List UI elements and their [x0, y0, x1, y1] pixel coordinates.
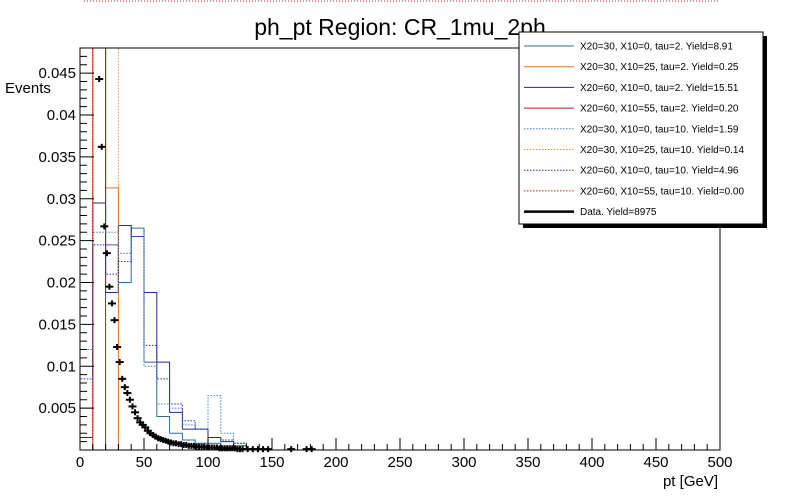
histogram-series-7 [79, 235, 247, 450]
data-point [118, 375, 127, 382]
legend-entry: Data. Yield=8975 [524, 207, 657, 218]
legend-label: X20=30, X10=25, tau=10. Yield=0.14 [580, 145, 744, 156]
legend-label: X20=60, X10=55, tau=10. Yield=0.00 [580, 186, 744, 197]
y-tick-label: 0.035 [38, 149, 76, 166]
legend-label: X20=30, X10=25, tau=2. Yield=0.25 [580, 62, 739, 73]
x-tick-label: 50 [136, 454, 153, 471]
data-point [110, 317, 119, 324]
y-axis-label: Events [5, 80, 51, 97]
data-point [287, 446, 296, 453]
chart-title: ph_pt Region: CR_1mu_2ph [254, 14, 546, 40]
data-point [128, 403, 137, 410]
axes-layer: 0 50 100 150 200 250 300 350 400 450 500 0.005 0.01 0… [38, 55, 733, 471]
data-point [264, 446, 273, 453]
legend-entry: X20=30, X10=25, tau=2. Yield=0.25 [524, 62, 739, 73]
data-point [102, 250, 111, 257]
y-tick-label: 0.03 [47, 191, 76, 208]
histogram-series-1 [79, 47, 235, 450]
x-tick-label: 200 [323, 454, 348, 471]
data-point [307, 446, 316, 453]
y-tick-label: 0.04 [47, 107, 76, 124]
y-tick-label: 0.01 [47, 358, 76, 375]
legend-label: Data. Yield=8975 [580, 207, 657, 218]
y-tick-label: 0.005 [38, 400, 76, 417]
legend: X20=30, X10=0, tau=2. Yield=8.91 X20=30, … [518, 31, 767, 228]
data-point [97, 143, 106, 150]
data-point [115, 359, 124, 366]
legend-entry: X20=60, X10=0, tau=2. Yield=15.51 [524, 83, 739, 94]
x-tick-label: 150 [259, 454, 284, 471]
legend-entry: X20=30, X10=25, tau=10. Yield=0.14 [524, 145, 744, 156]
data-point [113, 343, 122, 350]
data-point [108, 300, 116, 307]
x-tick-label: 250 [387, 454, 412, 471]
data-point [95, 75, 104, 82]
x-tick-label: 0 [76, 454, 84, 471]
data-point [131, 409, 140, 416]
data-point [105, 283, 114, 290]
data-point [141, 424, 150, 431]
x-tick-label: 350 [515, 454, 540, 471]
data-point [133, 415, 142, 422]
data-point [125, 396, 134, 403]
data-point [120, 384, 129, 391]
x-tick-label: 400 [579, 454, 604, 471]
legend-label: X20=30, X10=0, tau=2. Yield=8.91 [580, 42, 733, 53]
legend-label: X20=60, X10=0, tau=10. Yield=4.96 [580, 166, 739, 177]
legend-entry: X20=60, X10=55, tau=2. Yield=0.20 [524, 104, 739, 115]
x-tick-label: 300 [451, 454, 476, 471]
histogram-series-layer [79, 47, 247, 451]
legend-entry: X20=30, X10=0, tau=10. Yield=1.59 [524, 124, 739, 135]
data-point [123, 390, 132, 397]
x-tick-label: 500 [707, 454, 732, 471]
data-points-layer [95, 75, 316, 453]
histogram-series-3 [79, 202, 247, 450]
legend-entries: X20=30, X10=0, tau=2. Yield=8.91 X20=30, … [524, 42, 744, 218]
legend-label: X20=60, X10=55, tau=2. Yield=0.20 [580, 104, 739, 115]
legend-box [518, 31, 764, 225]
legend-entry: X20=60, X10=0, tau=10. Yield=4.96 [524, 166, 739, 177]
legend-entry: X20=30, X10=0, tau=2. Yield=8.91 [524, 42, 733, 53]
y-tick-label: 0.025 [38, 233, 76, 250]
legend-label: X20=30, X10=0, tau=10. Yield=1.59 [580, 124, 739, 135]
y-tick-label: 0.015 [38, 316, 76, 333]
x-axis-label: pt [GeV] [663, 473, 718, 490]
legend-label: X20=60, X10=0, tau=2. Yield=15.51 [580, 83, 739, 94]
histogram-series-5 [79, 231, 247, 450]
x-tick-label: 450 [643, 454, 668, 471]
legend-entry: X20=60, X10=55, tau=10. Yield=0.00 [524, 186, 744, 197]
y-tick-label: 0.02 [47, 275, 76, 292]
y-tick-label: 0.045 [38, 65, 76, 82]
data-point [100, 223, 109, 230]
x-tick-label: 100 [195, 454, 220, 471]
